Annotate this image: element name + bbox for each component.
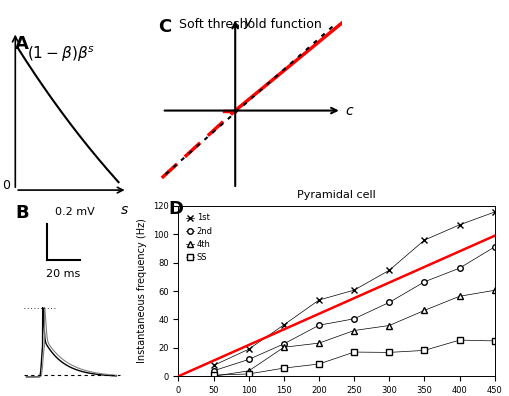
- 1st: [280, 322, 287, 327]
- Text: C: C: [158, 18, 171, 36]
- Text: $c$: $c$: [345, 104, 354, 118]
- 2nd: [245, 357, 251, 362]
- 4th: [456, 294, 462, 299]
- Text: 20 ms: 20 ms: [46, 269, 80, 279]
- 1st: [245, 347, 251, 352]
- SS: [210, 373, 216, 377]
- 1st: [456, 223, 462, 227]
- SS: [491, 339, 497, 343]
- Text: $y$: $y$: [242, 16, 253, 31]
- SS: [316, 362, 322, 366]
- 2nd: [316, 323, 322, 327]
- Text: $(1-\beta)\beta^s$: $(1-\beta)\beta^s$: [26, 44, 95, 64]
- Text: Soft threshold function: Soft threshold function: [178, 18, 321, 30]
- 2nd: [491, 244, 497, 249]
- 2nd: [420, 280, 427, 284]
- SS: [385, 350, 391, 355]
- SS: [280, 366, 287, 371]
- SS: [350, 350, 356, 354]
- Text: B: B: [15, 204, 29, 222]
- Title: Pyramidal cell: Pyramidal cell: [297, 190, 375, 200]
- Legend: 1st, 2nd, 4th, SS: 1st, 2nd, 4th, SS: [182, 210, 216, 265]
- SS: [245, 371, 251, 376]
- 4th: [280, 345, 287, 350]
- 2nd: [210, 368, 216, 373]
- Line: 1st: 1st: [210, 209, 496, 368]
- 2nd: [280, 341, 287, 346]
- SS: [456, 338, 462, 343]
- Y-axis label: Instantaneous frequency (Hz): Instantaneous frequency (Hz): [137, 219, 147, 364]
- 4th: [316, 341, 322, 345]
- 1st: [350, 288, 356, 293]
- Line: 2nd: 2nd: [210, 244, 496, 373]
- 1st: [491, 209, 497, 214]
- 2nd: [350, 316, 356, 321]
- 1st: [316, 298, 322, 303]
- 1st: [385, 268, 391, 272]
- Text: s: s: [120, 203, 128, 217]
- Line: SS: SS: [210, 337, 496, 378]
- 4th: [420, 308, 427, 313]
- 2nd: [456, 266, 462, 270]
- Line: 4th: 4th: [210, 287, 496, 379]
- Text: A: A: [15, 35, 29, 53]
- 2nd: [385, 300, 391, 305]
- Text: D: D: [168, 200, 183, 218]
- 4th: [385, 323, 391, 328]
- 1st: [420, 238, 427, 242]
- Text: 0.2 mV: 0.2 mV: [54, 207, 94, 217]
- 4th: [491, 288, 497, 293]
- 1st: [210, 363, 216, 368]
- 4th: [350, 328, 356, 333]
- SS: [420, 348, 427, 353]
- Text: 0: 0: [2, 179, 10, 192]
- 4th: [245, 369, 251, 373]
- 4th: [210, 374, 216, 379]
